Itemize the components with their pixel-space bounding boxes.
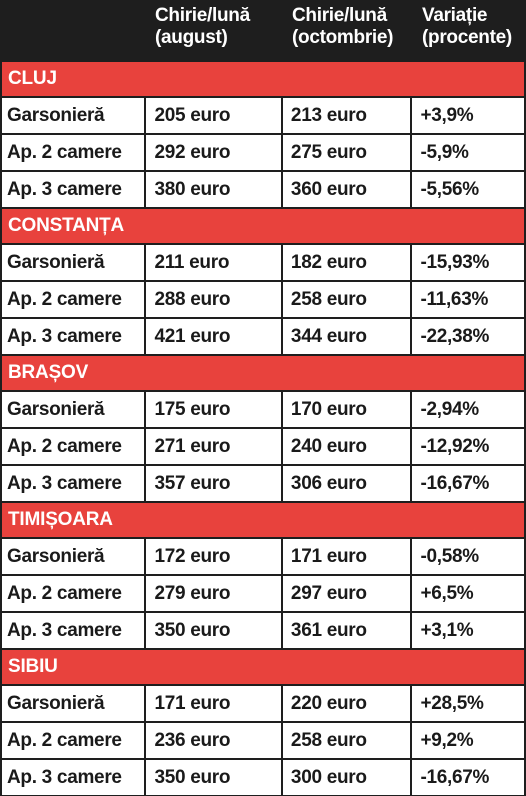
variation-cell: +9,2% bbox=[412, 723, 525, 758]
rent-august-cell: 421 euro bbox=[146, 319, 281, 354]
rent-october-cell: 171 euro bbox=[282, 539, 411, 574]
rent-august-cell: 171 euro bbox=[146, 686, 281, 721]
variation-cell: +28,5% bbox=[412, 686, 525, 721]
header-rent-august: Chirie/lună (august) bbox=[155, 5, 250, 48]
apartment-type-cell: Ap. 2 camere bbox=[2, 135, 145, 170]
rent-august-cell: 236 euro bbox=[146, 723, 281, 758]
variation-cell: -16,67% bbox=[412, 760, 525, 795]
rent-august-cell: 279 euro bbox=[146, 576, 281, 611]
table-row: Ap. 3 camere 350 euro 300 euro -16,67% bbox=[2, 760, 525, 795]
variation-cell: +3,1% bbox=[412, 613, 525, 648]
variation-cell: -16,67% bbox=[412, 466, 525, 501]
variation-cell: -0,58% bbox=[412, 539, 525, 574]
header-variation: Variație (procente) bbox=[422, 5, 512, 48]
table-body: CLUJ Garsonieră 205 euro 213 euro +3,9% Ap. 2… bbox=[2, 62, 525, 795]
rent-august-cell: 380 euro bbox=[146, 172, 281, 207]
table-row: Ap. 2 camere 236 euro 258 euro +9,2% bbox=[2, 723, 525, 758]
rent-august-cell: 288 euro bbox=[146, 282, 281, 317]
rent-august-cell: 350 euro bbox=[146, 760, 281, 795]
rent-august-cell: 205 euro bbox=[146, 98, 281, 133]
rent-august-cell: 175 euro bbox=[146, 392, 281, 427]
apartment-type-cell: Ap. 2 camere bbox=[2, 429, 145, 464]
apartment-type-cell: Garsonieră bbox=[2, 686, 145, 721]
rent-october-cell: 360 euro bbox=[282, 172, 411, 207]
header-rent-october: Chirie/lună (octombrie) bbox=[292, 5, 394, 48]
table-row: Garsonieră 172 euro 171 euro -0,58% bbox=[2, 539, 525, 574]
apartment-type-cell: Ap. 2 camere bbox=[2, 723, 145, 758]
rent-october-cell: 213 euro bbox=[282, 98, 411, 133]
table-row: Ap. 2 camere 271 euro 240 euro -12,92% bbox=[2, 429, 525, 464]
rent-october-cell: 182 euro bbox=[282, 245, 411, 280]
section-header-city: CONSTANȚA bbox=[2, 209, 524, 243]
variation-cell: -5,56% bbox=[412, 172, 525, 207]
apartment-type-cell: Ap. 3 camere bbox=[2, 760, 145, 795]
rent-october-cell: 220 euro bbox=[282, 686, 411, 721]
variation-cell: -2,94% bbox=[412, 392, 525, 427]
apartment-type-cell: Ap. 3 camere bbox=[2, 466, 145, 501]
variation-cell: -22,38% bbox=[412, 319, 525, 354]
rent-october-cell: 300 euro bbox=[282, 760, 411, 795]
table-row: Garsonieră 205 euro 213 euro +3,9% bbox=[2, 98, 525, 133]
section-header-city: TIMIȘOARA bbox=[2, 503, 524, 537]
table-row: Ap. 3 camere 350 euro 361 euro +3,1% bbox=[2, 613, 525, 648]
rent-october-cell: 258 euro bbox=[282, 282, 411, 317]
rent-august-cell: 211 euro bbox=[146, 245, 281, 280]
apartment-type-cell: Ap. 3 camere bbox=[2, 319, 145, 354]
table-row: Ap. 3 camere 380 euro 360 euro -5,56% bbox=[2, 172, 525, 207]
variation-cell: -5,9% bbox=[412, 135, 525, 170]
rent-october-cell: 306 euro bbox=[282, 466, 411, 501]
table-header: Chirie/lună (august) Chirie/lună (octomb… bbox=[2, 0, 524, 60]
section-header-city: BRAȘOV bbox=[2, 356, 524, 390]
apartment-type-cell: Ap. 3 camere bbox=[2, 613, 145, 648]
apartment-type-cell: Garsonieră bbox=[2, 539, 145, 574]
section-header-city: CLUJ bbox=[2, 62, 524, 96]
variation-cell: +6,5% bbox=[412, 576, 525, 611]
rent-august-cell: 350 euro bbox=[146, 613, 281, 648]
section-header-city: SIBIU bbox=[2, 650, 524, 684]
header-empty-cell bbox=[2, 0, 147, 60]
table-row: Garsonieră 211 euro 182 euro -15,93% bbox=[2, 245, 525, 280]
rent-october-cell: 275 euro bbox=[282, 135, 411, 170]
apartment-type-cell: Garsonieră bbox=[2, 245, 145, 280]
table-row: Garsonieră 171 euro 220 euro +28,5% bbox=[2, 686, 525, 721]
rent-october-cell: 170 euro bbox=[282, 392, 411, 427]
table-row: Ap. 3 camere 357 euro 306 euro -16,67% bbox=[2, 466, 525, 501]
rent-august-cell: 271 euro bbox=[146, 429, 281, 464]
variation-cell: -15,93% bbox=[412, 245, 525, 280]
table-row: Ap. 2 camere 292 euro 275 euro -5,9% bbox=[2, 135, 525, 170]
apartment-type-cell: Garsonieră bbox=[2, 392, 145, 427]
rent-october-cell: 258 euro bbox=[282, 723, 411, 758]
rent-october-cell: 344 euro bbox=[282, 319, 411, 354]
table-row: Ap. 2 camere 288 euro 258 euro -11,63% bbox=[2, 282, 525, 317]
table-row: Garsonieră 175 euro 170 euro -2,94% bbox=[2, 392, 525, 427]
apartment-type-cell: Ap. 2 camere bbox=[2, 576, 145, 611]
variation-cell: +3,9% bbox=[412, 98, 525, 133]
rent-august-cell: 292 euro bbox=[146, 135, 281, 170]
rent-october-cell: 297 euro bbox=[282, 576, 411, 611]
table-row: Ap. 2 camere 279 euro 297 euro +6,5% bbox=[2, 576, 525, 611]
apartment-type-cell: Ap. 2 camere bbox=[2, 282, 145, 317]
rent-august-cell: 172 euro bbox=[146, 539, 281, 574]
rent-october-cell: 361 euro bbox=[282, 613, 411, 648]
table-row: Ap. 3 camere 421 euro 344 euro -22,38% bbox=[2, 319, 525, 354]
apartment-type-cell: Ap. 3 camere bbox=[2, 172, 145, 207]
variation-cell: -12,92% bbox=[412, 429, 525, 464]
rent-august-cell: 357 euro bbox=[146, 466, 281, 501]
rent-october-cell: 240 euro bbox=[282, 429, 411, 464]
apartment-type-cell: Garsonieră bbox=[2, 98, 145, 133]
variation-cell: -11,63% bbox=[412, 282, 525, 317]
